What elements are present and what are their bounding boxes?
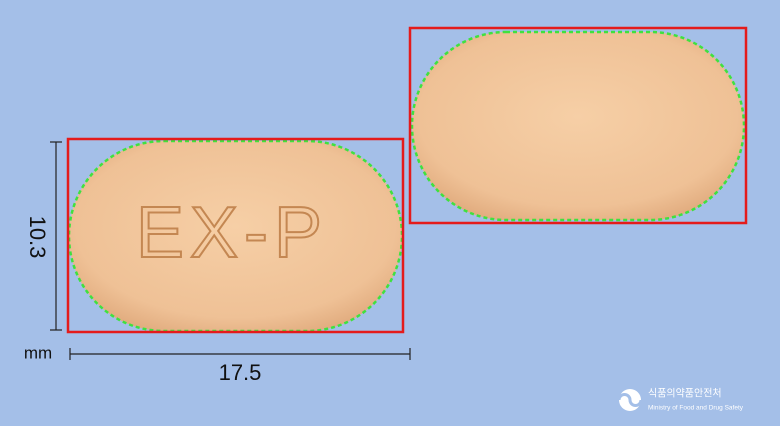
unit-label: mm bbox=[24, 343, 52, 362]
height-label: 10.3 bbox=[25, 216, 50, 259]
dimension-lines bbox=[50, 141, 411, 360]
logo: 식품의약품안전처 Ministry of Food and Drug Safet… bbox=[617, 388, 744, 412]
width-label: 17.5 bbox=[219, 360, 262, 385]
logo-korean: 식품의약품안전처 bbox=[648, 388, 722, 400]
bounding-box bbox=[408, 26, 748, 225]
pill-back bbox=[410, 30, 746, 222]
imprint: EX-P bbox=[136, 193, 328, 273]
logo-english: Ministry of Food and Drug Safety bbox=[648, 405, 744, 412]
bounding-box bbox=[66, 137, 405, 334]
